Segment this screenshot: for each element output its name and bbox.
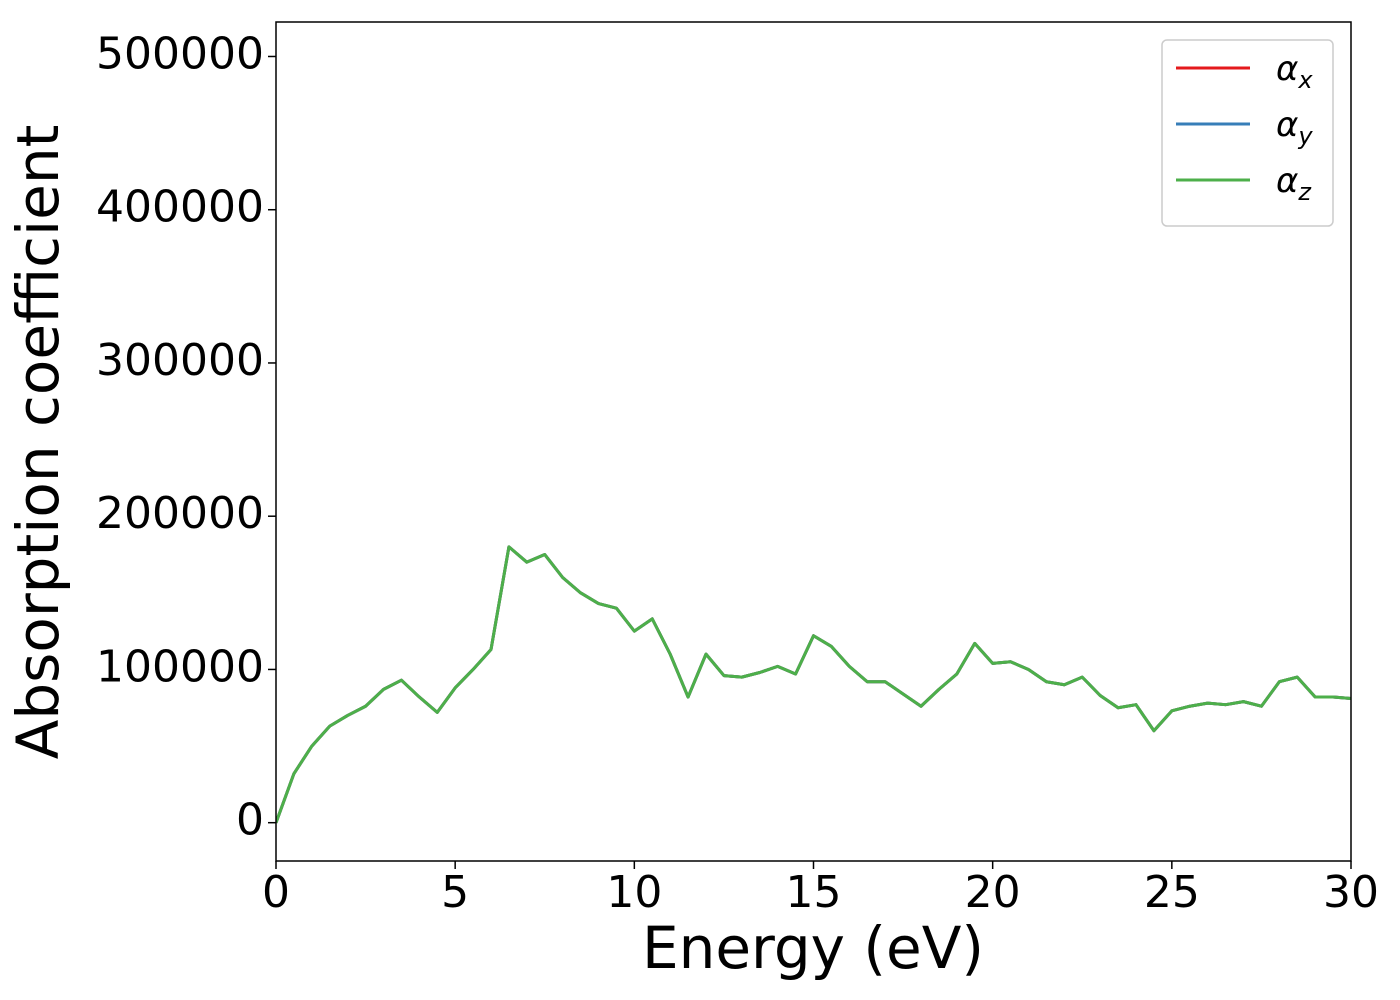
y-tick-label: 500000 [96, 28, 264, 79]
y-tick-label: 0 [236, 795, 264, 846]
legend-label: αy [1276, 105, 1313, 150]
y-tick-label: 200000 [96, 488, 264, 539]
x-tick-label: 25 [1144, 867, 1200, 918]
data-line [276, 545, 1351, 824]
plot-frame [275, 21, 1352, 862]
y-tick-label: 400000 [96, 182, 264, 233]
x-axis-label: Energy (eV) [642, 914, 984, 982]
x-tick-label: 30 [1323, 867, 1379, 918]
x-tick-label: 10 [606, 867, 662, 918]
data-line [276, 545, 1351, 824]
y-tick-label: 300000 [96, 335, 264, 386]
x-tick-label: 15 [786, 867, 842, 918]
y-axis-label: Absorption coefficient [4, 125, 72, 760]
data-line [276, 545, 1351, 824]
legend-label: αz [1276, 161, 1312, 206]
legend-label: αx [1276, 49, 1313, 94]
x-tick-label: 20 [965, 867, 1021, 918]
x-tick-label: 5 [441, 867, 469, 918]
y-tick-label: 100000 [96, 641, 264, 692]
x-tick-label: 0 [262, 867, 290, 918]
